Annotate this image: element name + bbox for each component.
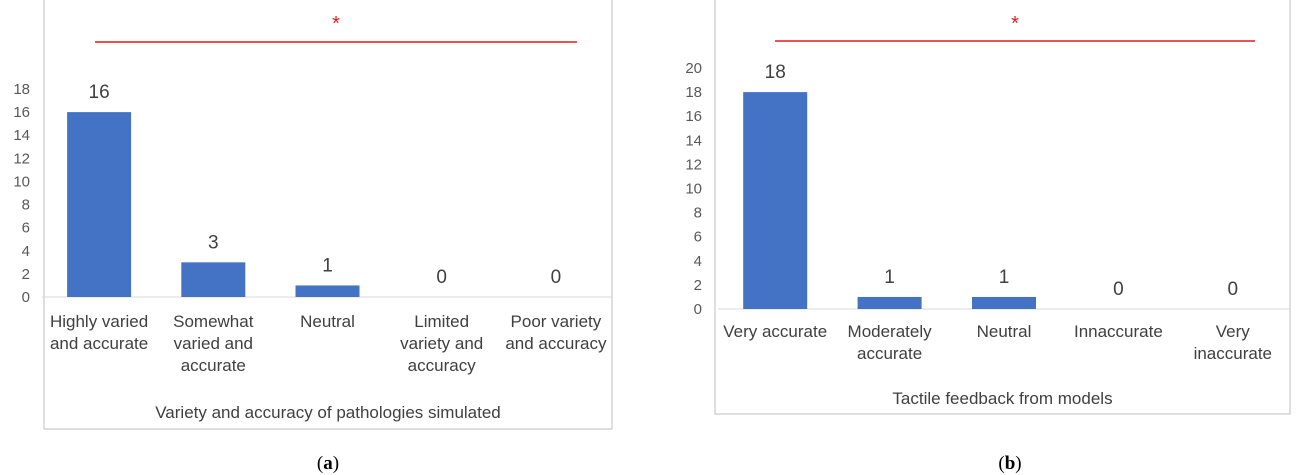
data-label: 3 (208, 232, 219, 253)
y-tick-label: 2 (694, 277, 702, 294)
y-tick-label: 6 (22, 220, 30, 237)
category-label: Very accurate (723, 322, 827, 341)
y-tick-label: 10 (685, 181, 702, 198)
y-tick-label: 18 (685, 84, 702, 101)
y-tick-label: 18 (13, 81, 30, 98)
bar (67, 112, 132, 297)
y-tick-label: 16 (13, 104, 30, 121)
significance-asterisk: * (332, 13, 340, 35)
y-tick-label: 8 (694, 205, 702, 222)
category-label: and accuracy (505, 334, 607, 353)
bar (181, 262, 246, 297)
data-label: 0 (1228, 279, 1239, 300)
category-label: variety and (400, 334, 483, 353)
y-tick-label: 2 (22, 266, 30, 283)
data-label: 1 (884, 267, 895, 288)
y-tick-label: 6 (694, 229, 702, 246)
caption-paren-close: ) (1015, 453, 1021, 474)
caption-paren-open: ( (998, 453, 1004, 474)
category-label: Limited (414, 312, 469, 331)
data-label: 18 (765, 62, 786, 83)
category-label: Very (1216, 322, 1251, 341)
category-label: Somewhat (173, 312, 254, 331)
y-tick-label: 16 (685, 108, 702, 125)
caption-letter: b (1005, 453, 1016, 474)
category-label: Highly varied (50, 312, 148, 331)
y-tick-label: 0 (22, 289, 30, 306)
category-label: accurate (181, 356, 246, 375)
y-tick-label: 14 (13, 127, 30, 144)
y-tick-label: 12 (685, 156, 702, 173)
y-tick-label: 10 (13, 173, 30, 190)
y-tick-label: 4 (22, 243, 30, 260)
data-label: 0 (551, 267, 562, 288)
panel-caption: (a) (317, 453, 339, 474)
significance-asterisk: * (1011, 13, 1019, 35)
bar (743, 92, 808, 309)
category-label: inaccurate (1194, 344, 1272, 363)
x-axis-title: Variety and accuracy of pathologies simu… (155, 403, 501, 422)
data-label: 1 (999, 267, 1010, 288)
chart-frame (43, 0, 613, 430)
category-label: accuracy (408, 356, 477, 375)
category-label: varied and (174, 334, 253, 353)
bar (972, 296, 1036, 309)
chart-frame (714, 0, 1291, 415)
category-label: Innaccurate (1074, 322, 1163, 341)
category-label: Neutral (977, 322, 1032, 341)
caption-paren-close: ) (333, 453, 339, 474)
category-label: accurate (857, 344, 922, 363)
data-label: 1 (322, 255, 333, 276)
y-tick-label: 4 (694, 253, 702, 270)
caption-letter: a (323, 453, 333, 474)
category-label: Poor variety (511, 312, 602, 331)
caption-paren-open: ( (317, 453, 323, 474)
category-label: Neutral (300, 312, 355, 331)
category-label: Moderately (848, 322, 933, 341)
data-label: 0 (1113, 279, 1124, 300)
bar (857, 296, 922, 309)
y-tick-label: 14 (685, 132, 702, 149)
bar (295, 285, 360, 297)
y-tick-label: 8 (22, 197, 30, 214)
y-tick-label: 0 (694, 301, 702, 318)
y-tick-label: 20 (685, 60, 702, 77)
x-axis-title: Tactile feedback from models (892, 389, 1112, 408)
data-label: 16 (89, 82, 110, 103)
y-tick-label: 12 (13, 150, 30, 167)
data-label: 0 (436, 267, 447, 288)
category-label: and accurate (50, 334, 148, 353)
panel-caption: (b) (998, 453, 1021, 474)
